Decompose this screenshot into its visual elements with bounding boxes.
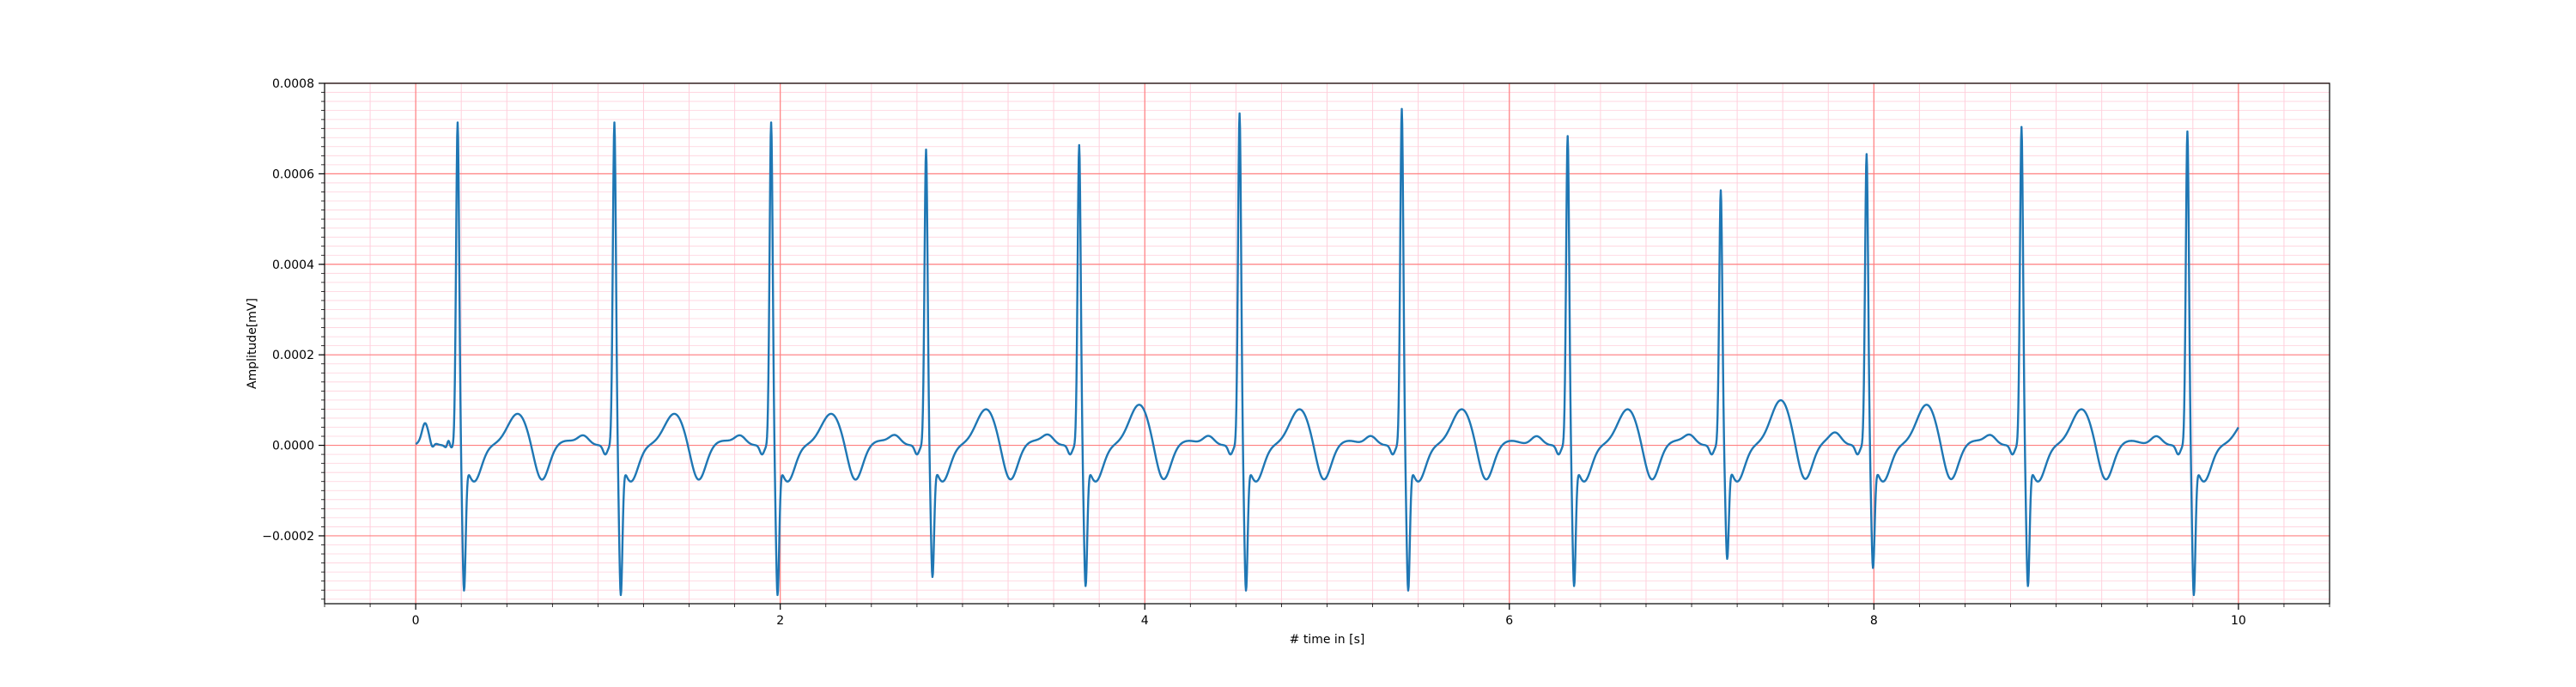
x-tick-label: 6 [1505,614,1513,628]
minor-grid [324,82,2330,604]
y-tick-label: −0.0002 [262,530,314,544]
series-layer [415,107,2239,597]
y-tick-label: 0.0006 [272,167,314,181]
y-tick-label: 0.0002 [272,349,314,362]
x-tick-label: 8 [1870,614,1878,628]
x-axis-label: # time in [s] [1290,633,1365,647]
x-tick-label: 2 [776,614,784,628]
x-tick-label: 10 [2231,614,2246,628]
x-tick-label: 4 [1141,614,1149,628]
x-tick-label: 0 [412,614,420,628]
y-tick-label: 0.0004 [272,258,314,272]
major-grid [325,82,2330,604]
y-tick-label: 0.0008 [272,77,314,91]
ecg-series-line [415,107,2239,597]
y-tick-label: 0.0000 [272,440,314,453]
axis-ticks [319,82,2330,610]
y-axis-label: Amplitude[mV] [246,298,259,389]
tick-labels: 0 2 4 6 8 10 −0.0002 0.0000 0.0002 0.0004 0.0006 0.… [262,77,2245,628]
